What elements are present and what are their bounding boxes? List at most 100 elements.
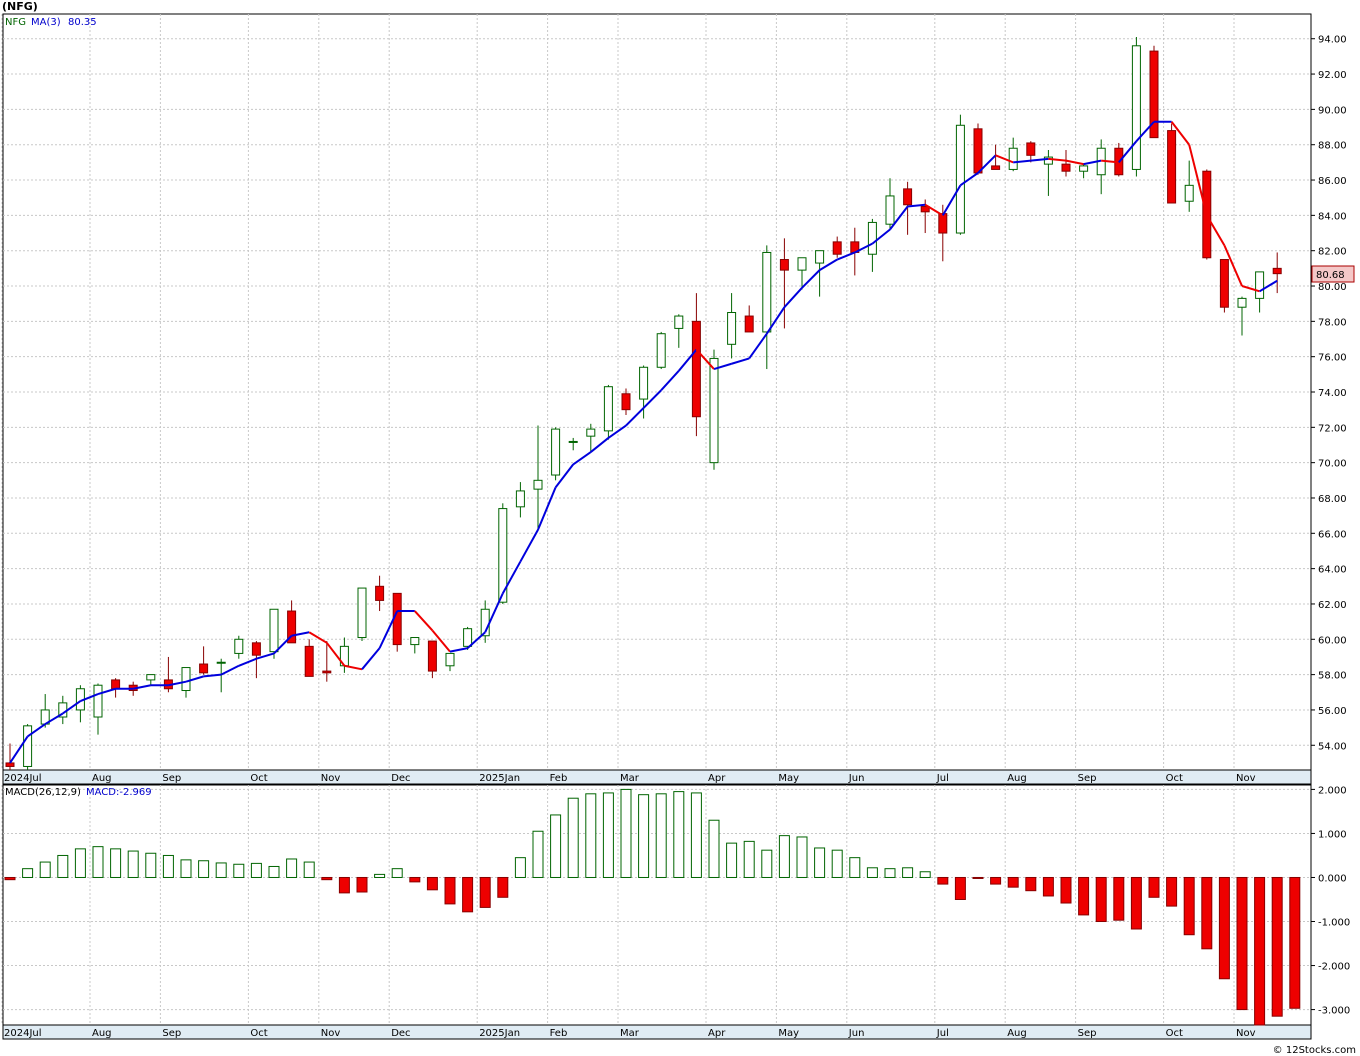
macd-bar — [1183, 876, 1195, 936]
ma-line-segment — [1030, 157, 1049, 162]
macd-bar — [954, 876, 966, 900]
price-x-tick-label: Mar — [620, 773, 640, 784]
macd-bar — [532, 830, 544, 878]
price-x-tick-label: Nov — [321, 773, 341, 784]
ma-line-segment — [1048, 157, 1067, 162]
candle-body — [744, 315, 754, 333]
ma-line-segment — [995, 154, 1014, 164]
candle-body — [146, 674, 156, 681]
ma-line-segment — [1118, 140, 1138, 164]
ma-line-segment — [1013, 159, 1031, 164]
ma-line-segment — [801, 269, 821, 289]
ma-line-segment — [871, 228, 891, 245]
candle — [656, 331, 666, 370]
candle-body — [621, 393, 631, 411]
price-x-tick-label: May — [778, 773, 799, 784]
price-x-tick-label: Feb — [550, 773, 568, 784]
macd-bar — [1289, 876, 1301, 1009]
candle-body — [1272, 267, 1282, 275]
macd-bar — [497, 876, 509, 898]
macd-y-tick-label: -1.000 — [1318, 918, 1350, 929]
candle-body — [463, 628, 473, 647]
ma-line-segment — [1205, 214, 1226, 246]
ma-line-segment — [537, 486, 557, 531]
macd-bar — [761, 849, 773, 878]
macd-x-tick-label: Mar — [620, 1028, 640, 1039]
macd-bar — [902, 867, 914, 878]
ma-line-segment — [97, 687, 116, 696]
macd-bar — [1113, 876, 1125, 921]
candle — [498, 503, 508, 604]
macd-bar — [708, 819, 720, 878]
candle-body — [304, 645, 314, 677]
candle-body — [779, 259, 789, 271]
macd-bar — [849, 857, 861, 878]
ma-line-segment — [765, 306, 786, 335]
candle-body — [322, 670, 332, 674]
macd-bar — [690, 792, 702, 878]
macd-bar — [831, 849, 843, 878]
ma-line-segment — [625, 407, 645, 427]
ma-line-segment — [907, 203, 926, 208]
candle-body — [920, 206, 930, 213]
candle — [322, 641, 332, 682]
ma-line-segment — [484, 592, 504, 633]
candle-body — [427, 640, 437, 672]
macd-bar — [233, 863, 245, 878]
ma-line-segment — [660, 370, 680, 391]
macd-bar — [743, 840, 755, 878]
macd-bar — [198, 860, 210, 878]
price-y-tick-label: 78.00 — [1318, 317, 1347, 328]
macd-x-tick-label: Jun — [848, 1028, 865, 1039]
candle-body — [410, 637, 420, 646]
candle — [815, 250, 825, 297]
macd-bar — [215, 862, 227, 878]
ma-line-segment — [977, 154, 997, 174]
ma-line-segment — [1223, 244, 1243, 287]
candle — [375, 575, 385, 612]
ma-line-segment — [326, 642, 346, 667]
macd-bar — [57, 854, 69, 878]
ma-line-segment — [889, 205, 909, 231]
macd-x-tick-label: Sep — [162, 1028, 181, 1039]
macd-bar — [1042, 876, 1054, 897]
macd-bar — [919, 871, 931, 878]
candle — [1026, 141, 1036, 163]
price-x-tick-label: Sep — [162, 773, 181, 784]
candle-body — [216, 661, 226, 664]
candle — [551, 427, 561, 481]
price-x-tick-label: Sep — [1078, 773, 1097, 784]
candle-body — [1008, 147, 1018, 170]
candle — [533, 425, 543, 530]
candle-body — [903, 188, 913, 206]
price-y-tick-label: 58.00 — [1318, 671, 1347, 682]
macd-bar — [1271, 876, 1283, 1017]
price-x-tick-label: 2024Jul — [4, 773, 42, 784]
candle-body — [1149, 50, 1159, 139]
candle-body — [515, 490, 525, 508]
macd-bar — [162, 854, 174, 878]
macd-bar — [479, 876, 491, 908]
candle-body — [727, 312, 737, 345]
ma-line-segment — [924, 203, 944, 217]
candle — [304, 639, 314, 677]
ma-line-segment — [1135, 121, 1155, 142]
candle — [885, 178, 895, 230]
macd-bar — [990, 876, 1002, 885]
candle — [832, 236, 842, 258]
candle — [1184, 160, 1194, 212]
legend-ma-value: 80.35 — [68, 17, 97, 28]
macd-bar — [409, 876, 421, 883]
ma-line-segment — [713, 362, 732, 370]
price-x-axis — [2, 769, 1312, 785]
price-y-tick-label: 66.00 — [1318, 529, 1347, 540]
price-x-tick-label: Oct — [250, 773, 267, 784]
macd-x-tick-label: Apr — [708, 1028, 726, 1039]
candle-body — [533, 479, 543, 490]
macd-bar — [268, 865, 280, 878]
price-y-tick-label: 62.00 — [1318, 600, 1347, 611]
macd-bar — [338, 876, 350, 894]
price-x-tick-label: Oct — [1166, 773, 1183, 784]
macd-bar — [110, 848, 122, 878]
price-y-tick-label: 70.00 — [1318, 459, 1347, 470]
